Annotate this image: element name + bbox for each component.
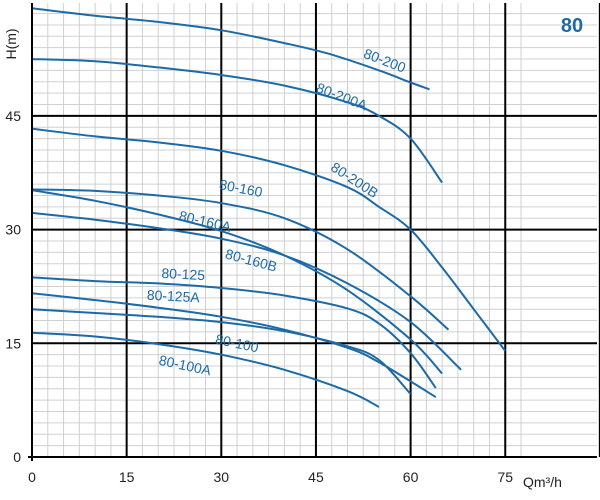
x-tick-label: 30 xyxy=(214,469,230,485)
curve-80-100a xyxy=(31,331,380,408)
curve-80-160b xyxy=(31,189,443,375)
y-axis-title: H(m) xyxy=(3,28,19,59)
performance-curves xyxy=(31,7,507,408)
x-tick-label: 60 xyxy=(403,469,419,485)
curve-label-80-125: 80-125 xyxy=(161,265,206,283)
curve-80-100 xyxy=(31,308,412,395)
y-tick-label: 30 xyxy=(5,222,21,238)
x-axis-title: Qm³/h xyxy=(523,474,562,490)
curve-80-125 xyxy=(31,276,437,389)
curve-label-80-125a: 80-125A xyxy=(146,287,200,306)
x-tick-label: 15 xyxy=(119,469,135,485)
y-tick-label: 0 xyxy=(13,449,21,465)
x-tick-labels: 0 15 30 45 60 75 xyxy=(28,469,513,485)
x-tick-label: 0 xyxy=(28,469,36,485)
chart-title: 80 xyxy=(561,15,583,37)
curve-80-200 xyxy=(31,7,430,91)
axes xyxy=(28,3,597,461)
y-tick-labels: 0 15 30 45 xyxy=(5,108,21,465)
x-tick-label: 75 xyxy=(497,469,513,485)
curve-80-200a xyxy=(31,58,443,184)
curve-80-125a xyxy=(31,292,437,398)
y-tick-label: 45 xyxy=(5,108,21,124)
x-tick-label: 45 xyxy=(308,469,324,485)
curve-80-160 xyxy=(31,188,450,331)
y-tick-label: 15 xyxy=(5,335,21,351)
curve-80-160a xyxy=(31,211,462,371)
curve-80-200b xyxy=(31,127,507,352)
